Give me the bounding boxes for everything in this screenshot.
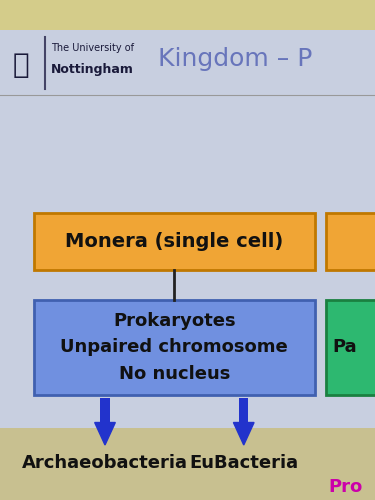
Text: ♜: ♜ bbox=[12, 52, 29, 80]
Text: The University of: The University of bbox=[51, 43, 134, 53]
Text: Monera (single cell): Monera (single cell) bbox=[65, 232, 284, 251]
Text: Archaeobacteria: Archaeobacteria bbox=[22, 454, 188, 471]
Bar bbox=[0, 0, 375, 30]
Bar bbox=[239, 398, 249, 422]
Bar bbox=[0, 428, 375, 500]
FancyBboxPatch shape bbox=[34, 300, 315, 395]
Bar bbox=[0, 30, 375, 95]
Text: Prokaryotes
Unpaired chromosome
No nucleus: Prokaryotes Unpaired chromosome No nucle… bbox=[60, 312, 288, 383]
Polygon shape bbox=[94, 422, 116, 445]
Text: Kingdom – P: Kingdom – P bbox=[158, 48, 312, 71]
Text: Pro: Pro bbox=[328, 478, 362, 496]
FancyBboxPatch shape bbox=[326, 212, 375, 270]
Text: Nottingham: Nottingham bbox=[51, 62, 134, 76]
Polygon shape bbox=[233, 422, 254, 445]
Text: Pa: Pa bbox=[332, 338, 357, 356]
FancyBboxPatch shape bbox=[34, 212, 315, 270]
FancyBboxPatch shape bbox=[326, 300, 375, 395]
Text: EuBacteria: EuBacteria bbox=[189, 454, 298, 471]
Bar bbox=[100, 398, 110, 422]
